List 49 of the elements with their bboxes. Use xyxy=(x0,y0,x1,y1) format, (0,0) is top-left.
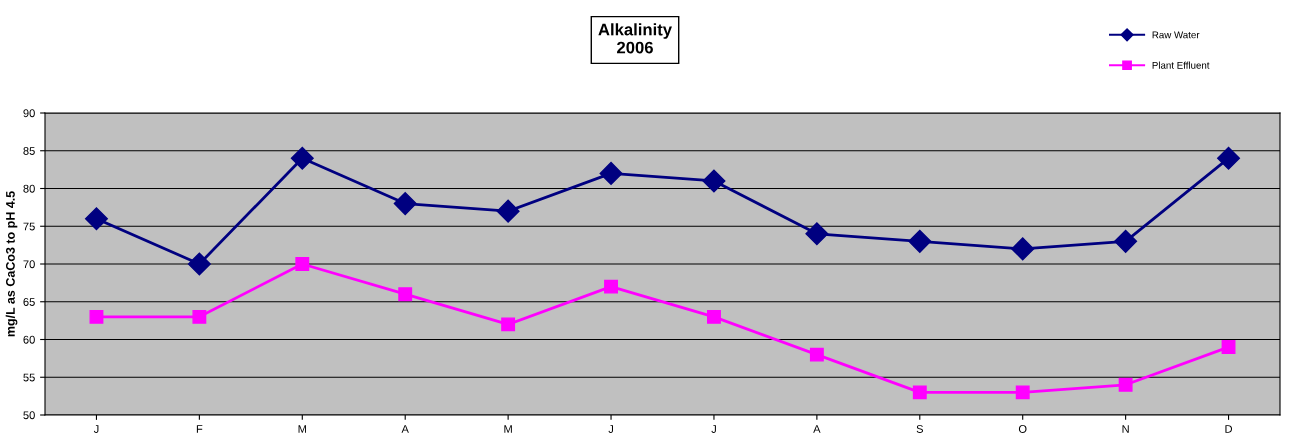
x-tick-label: S xyxy=(916,425,923,433)
y-tick-label: 70 xyxy=(23,260,35,269)
point xyxy=(809,347,824,362)
point xyxy=(707,309,721,324)
point xyxy=(908,229,932,253)
x-tick-label: J xyxy=(93,425,99,433)
legend-label: Plant Effluent xyxy=(1152,61,1210,69)
x-tick-label: A xyxy=(401,425,409,433)
y-axis-title: mg/L as CaCo3 to pH 4.5 xyxy=(5,191,18,337)
point xyxy=(1217,146,1241,170)
point xyxy=(1011,237,1035,261)
point xyxy=(501,317,516,332)
y-tick-label: 90 xyxy=(23,109,35,118)
y-tick-label: 85 xyxy=(23,147,35,155)
point xyxy=(1221,340,1236,354)
x-tick-label: J xyxy=(608,425,613,433)
point xyxy=(599,161,623,185)
point xyxy=(1118,377,1133,392)
x-tick-label: M xyxy=(504,425,512,433)
point xyxy=(192,309,207,324)
point xyxy=(187,252,211,276)
x-tick-label: M xyxy=(298,425,307,433)
x-tick-label: N xyxy=(1122,425,1129,433)
x-tick-label: F xyxy=(196,425,203,433)
point xyxy=(1015,385,1030,400)
y-tick-label: 50 xyxy=(23,411,35,420)
legend-label: Raw Water xyxy=(1152,31,1200,39)
y-tick-label: 55 xyxy=(23,373,35,382)
point xyxy=(398,287,413,302)
point xyxy=(604,279,618,294)
point xyxy=(496,199,520,223)
point xyxy=(1114,229,1138,253)
y-tick-label: 60 xyxy=(23,335,35,344)
point xyxy=(290,146,314,170)
chart-title: Alkalinity 2006 xyxy=(598,23,672,54)
x-tick-label: A xyxy=(813,425,821,433)
y-tick-label: 80 xyxy=(23,184,35,193)
point xyxy=(702,169,726,193)
point xyxy=(89,309,104,324)
point xyxy=(805,222,829,246)
x-tick-label: D xyxy=(1225,425,1233,433)
y-tick-label: 65 xyxy=(23,298,35,306)
point xyxy=(84,207,108,231)
point xyxy=(393,192,417,216)
point xyxy=(295,257,310,271)
x-tick-label: O xyxy=(1018,425,1027,433)
x-tick-label: J xyxy=(711,425,716,433)
point xyxy=(912,385,927,400)
y-tick-label: 75 xyxy=(23,222,35,231)
